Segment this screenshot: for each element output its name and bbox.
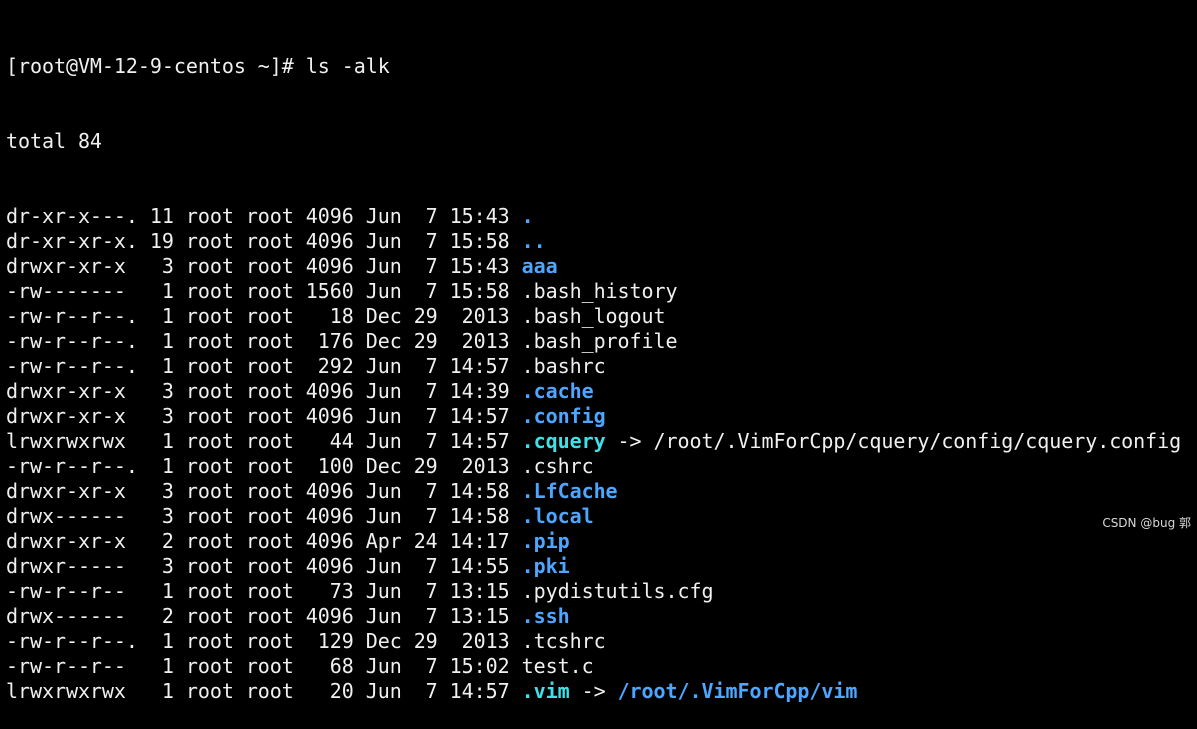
file-name: test.c xyxy=(521,654,594,678)
file-info: -rw------- 1 root root 1560 Jun 7 15:58 xyxy=(6,279,522,303)
listing-row: drwxr-xr-x 3 root root 4096 Jun 7 15:43 … xyxy=(6,254,1181,279)
link-arrow: -> xyxy=(569,679,618,703)
link-target: /root/.VimForCpp/vim xyxy=(617,679,858,703)
file-info: -rw-r--r--. 1 root root 18 Dec 29 2013 xyxy=(6,304,522,328)
link-arrow: -> xyxy=(605,429,654,453)
listing-row: drwx------ 3 root root 4096 Jun 7 14:58 … xyxy=(6,504,1181,529)
listing-row: drwxr----- 3 root root 4096 Jun 7 14:55 … xyxy=(6,554,1181,579)
file-name: .pydistutils.cfg xyxy=(521,579,714,603)
file-name: aaa xyxy=(521,254,558,278)
command-prompt-line: [root@VM-12-9-centos ~]# ls -alk xyxy=(6,54,390,78)
listing-row: -rw-r--r-- 1 root root 73 Jun 7 13:15 .p… xyxy=(6,579,1181,604)
file-info: drwxr-xr-x 3 root root 4096 Jun 7 14:57 xyxy=(6,404,522,428)
file-name: .bash_history xyxy=(521,279,678,303)
file-name: .bashrc xyxy=(521,354,606,378)
file-info: lrwxrwxrwx 1 root root 44 Jun 7 14:57 xyxy=(6,429,522,453)
listing-row: -rw------- 1 root root 1560 Jun 7 15:58 … xyxy=(6,279,1181,304)
file-name: .cache xyxy=(521,379,594,403)
listing-row: -rw-r--r--. 1 root root 292 Jun 7 14:57 … xyxy=(6,354,1181,379)
file-info: drwx------ 2 root root 4096 Jun 7 13:15 xyxy=(6,604,522,628)
file-name: .config xyxy=(521,404,606,428)
file-info: dr-xr-x---. 11 root root 4096 Jun 7 15:4… xyxy=(6,204,522,228)
total-line: total 84 xyxy=(6,129,102,153)
file-name: .cshrc xyxy=(521,454,594,478)
listing-row: drwxr-xr-x 2 root root 4096 Apr 24 14:17… xyxy=(6,529,1181,554)
file-info: -rw-r--r--. 1 root root 129 Dec 29 2013 xyxy=(6,629,522,653)
file-info: lrwxrwxrwx 1 root root 20 Jun 7 14:57 xyxy=(6,679,522,703)
file-name: .cquery xyxy=(521,429,606,453)
file-name: .bash_profile xyxy=(521,329,678,353)
listing-row: drwxr-xr-x 3 root root 4096 Jun 7 14:57 … xyxy=(6,404,1181,429)
listing-row: -rw-r--r-- 1 root root 68 Jun 7 15:02 te… xyxy=(6,654,1181,679)
file-info: drwxr-xr-x 3 root root 4096 Jun 7 15:43 xyxy=(6,254,522,278)
listing-row: -rw-r--r--. 1 root root 176 Dec 29 2013 … xyxy=(6,329,1181,354)
file-info: -rw-r--r--. 1 root root 292 Jun 7 14:57 xyxy=(6,354,522,378)
listing-row: drwxr-xr-x 3 root root 4096 Jun 7 14:58 … xyxy=(6,479,1181,504)
file-name: .local xyxy=(521,504,594,528)
file-info: -rw-r--r-- 1 root root 73 Jun 7 13:15 xyxy=(6,579,522,603)
listing-row: dr-xr-x---. 11 root root 4096 Jun 7 15:4… xyxy=(6,204,1181,229)
file-name: .ssh xyxy=(521,604,570,628)
file-name: .tcshrc xyxy=(521,629,606,653)
listing-row: -rw-r--r--. 1 root root 129 Dec 29 2013 … xyxy=(6,629,1181,654)
listing-row: dr-xr-xr-x. 19 root root 4096 Jun 7 15:5… xyxy=(6,229,1181,254)
file-name: .LfCache xyxy=(521,479,618,503)
listing-row: lrwxrwxrwx 1 root root 20 Jun 7 14:57 .v… xyxy=(6,679,1181,704)
listing-row: drwxr-xr-x 3 root root 4096 Jun 7 14:39 … xyxy=(6,379,1181,404)
link-target: /root/.VimForCpp/cquery/config/cquery.co… xyxy=(653,429,1182,453)
file-info: drwx------ 3 root root 4096 Jun 7 14:58 xyxy=(6,504,522,528)
listing-row: -rw-r--r--. 1 root root 100 Dec 29 2013 … xyxy=(6,454,1181,479)
watermark: CSDN @bug 郭 xyxy=(1102,516,1191,530)
file-name: .. xyxy=(521,229,546,253)
file-info: -rw-r--r-- 1 root root 68 Jun 7 15:02 xyxy=(6,654,522,678)
file-info: drwxr-xr-x 3 root root 4096 Jun 7 14:39 xyxy=(6,379,522,403)
file-name: .vim xyxy=(521,679,570,703)
file-name: .pip xyxy=(521,529,570,553)
terminal-output[interactable]: [root@VM-12-9-centos ~]# ls -alk total 8… xyxy=(6,4,1181,729)
file-info: -rw-r--r--. 1 root root 176 Dec 29 2013 xyxy=(6,329,522,353)
listing-row: lrwxrwxrwx 1 root root 44 Jun 7 14:57 .c… xyxy=(6,429,1181,454)
file-name: . xyxy=(521,204,534,228)
listing-row: drwx------ 2 root root 4096 Jun 7 13:15 … xyxy=(6,604,1181,629)
file-info: drwxr----- 3 root root 4096 Jun 7 14:55 xyxy=(6,554,522,578)
file-info: -rw-r--r--. 1 root root 100 Dec 29 2013 xyxy=(6,454,522,478)
file-name: .bash_logout xyxy=(521,304,666,328)
file-name: .pki xyxy=(521,554,570,578)
file-info: dr-xr-xr-x. 19 root root 4096 Jun 7 15:5… xyxy=(6,229,522,253)
file-info: drwxr-xr-x 2 root root 4096 Apr 24 14:17 xyxy=(6,529,522,553)
listing-row: -rw-r--r--. 1 root root 18 Dec 29 2013 .… xyxy=(6,304,1181,329)
file-info: drwxr-xr-x 3 root root 4096 Jun 7 14:58 xyxy=(6,479,522,503)
listing-rows: dr-xr-x---. 11 root root 4096 Jun 7 15:4… xyxy=(6,204,1181,704)
